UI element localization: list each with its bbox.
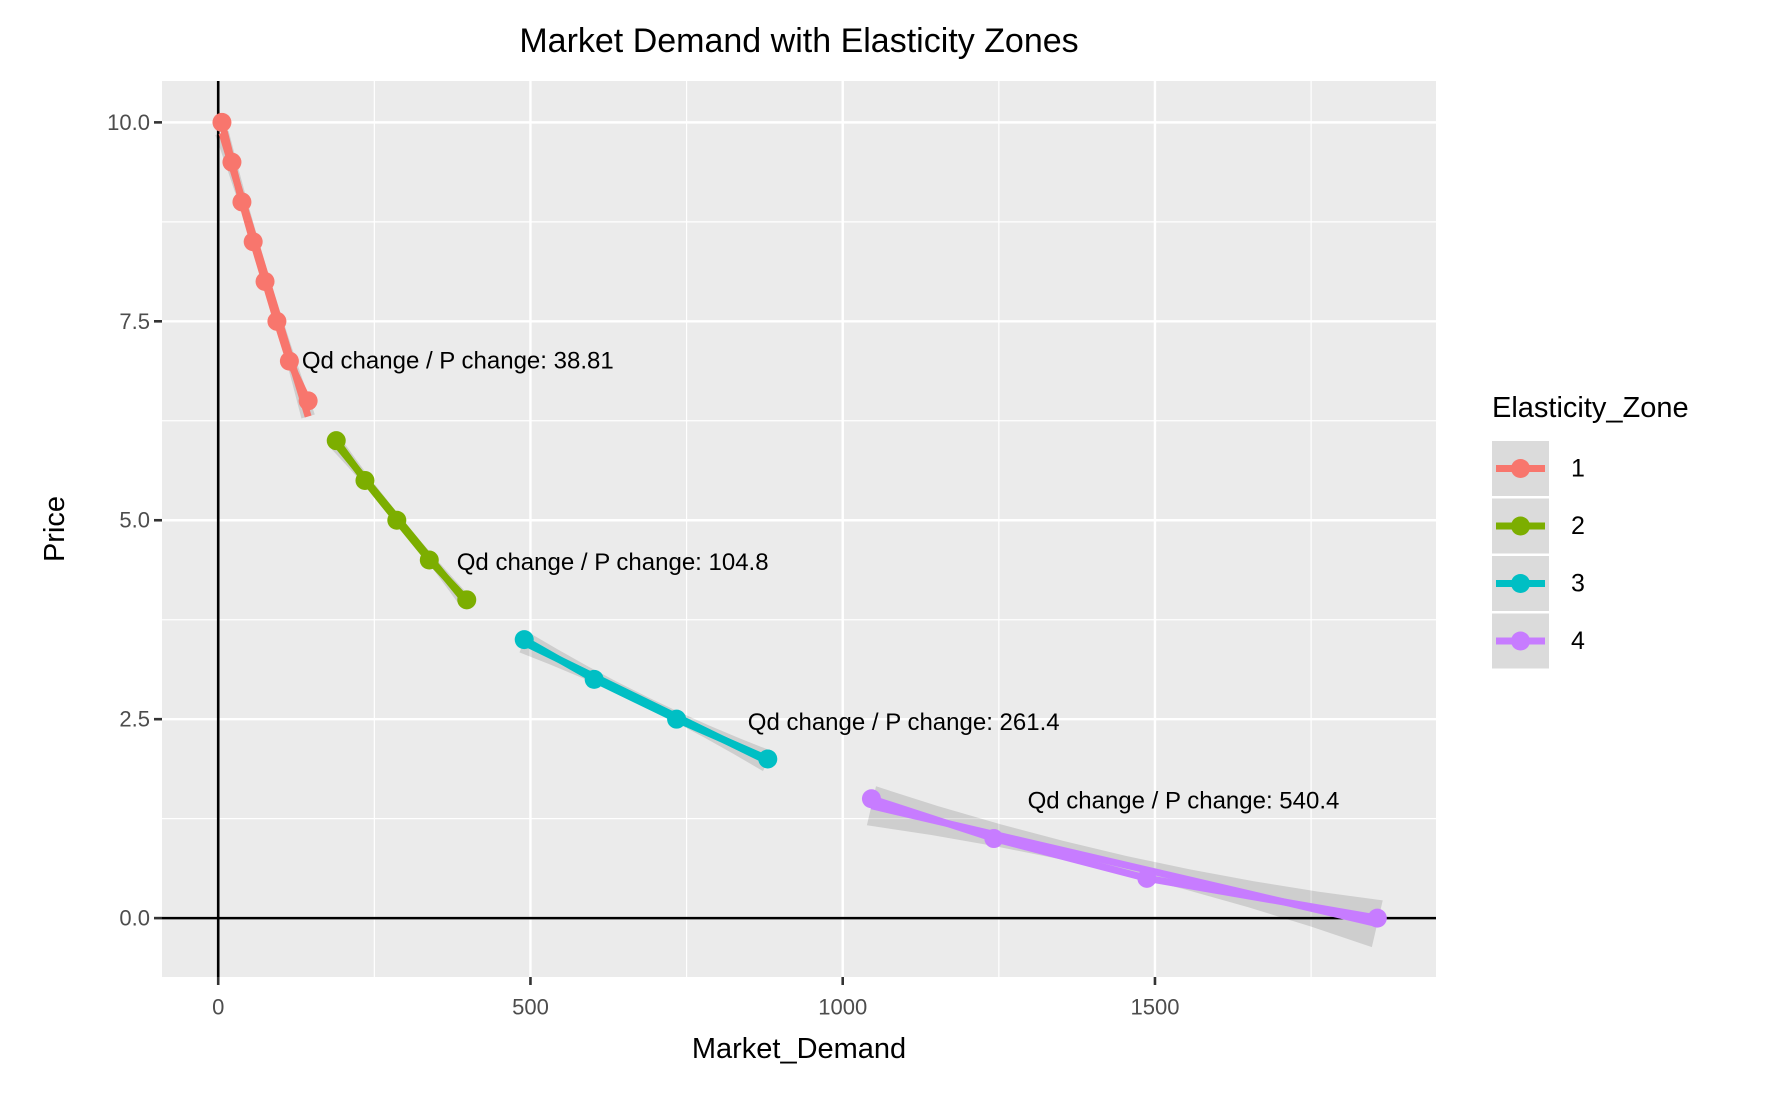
data-point-zone-1 [298,391,318,411]
x-tick-label: 500 [512,995,549,1020]
data-point-zone-2 [419,550,439,570]
data-point-zone-2 [387,510,407,530]
legend-key-point-1 [1511,459,1530,478]
data-point-zone-3 [584,669,604,689]
x-axis: 0 500 1000 1500 [212,977,1179,1020]
legend: Elasticity_Zone 1 2 3 4 [1492,392,1689,669]
legend-key-label-2: 2 [1571,512,1585,540]
legend-key-point-4 [1511,631,1530,651]
legend-title: Elasticity_Zone [1492,392,1689,424]
annotation-text-2: Qd change / P change: 104.8 [457,549,769,576]
data-point-zone-1 [222,152,242,172]
data-point-zone-2 [355,470,375,490]
data-line-zone-3 [522,636,770,763]
data-point-zone-3 [758,749,778,769]
y-tick-label: 7.5 [119,309,150,334]
legend-keys: 1 2 3 4 [1492,441,1585,669]
data-line-zone-4 [870,795,1378,922]
data-point-zone-1 [255,272,275,292]
data-point-zone-3 [514,630,534,650]
annotation-text-1: Qd change / P change: 38.81 [302,348,614,375]
data-point-zone-3 [667,709,687,729]
y-tick-label: 2.5 [119,707,150,732]
data-point-zone-1 [279,351,299,371]
data-point-zone-2 [457,590,477,610]
x-tick-label: 0 [212,995,224,1020]
legend-key-label-3: 3 [1571,570,1585,598]
y-tick-label: 10.0 [107,110,150,135]
y-axis-title: Price [39,496,71,562]
data-point-zone-2 [326,431,346,451]
x-tick-label: 1000 [818,995,867,1020]
data-point-zone-4 [1137,868,1157,888]
series-points [212,112,1387,928]
legend-key-point-3 [1511,574,1530,593]
annotation-text-4: Qd change / P change: 540.4 [1028,788,1340,815]
annotations: Qd change / P change: 38.81 Qd change / P… [302,348,1339,815]
data-point-zone-4 [861,789,881,809]
axis-zero-lines [162,81,1436,977]
legend-key-label-1: 1 [1571,455,1585,483]
data-point-zone-4 [1367,908,1387,928]
plot-title: Market Demand with Elasticity Zones [519,22,1078,60]
x-tick-label: 1500 [1130,995,1179,1020]
y-tick-label: 0.0 [119,906,150,931]
x-axis-title: Market_Demand [692,1033,906,1065]
plot-panel [162,81,1436,977]
legend-key-label-4: 4 [1571,627,1585,655]
annotation-text-3: Qd change / P change: 261.4 [748,709,1060,736]
data-point-zone-4 [984,829,1004,849]
data-point-zone-1 [212,112,232,132]
data-point-zone-1 [232,192,252,212]
gridlines-minor [162,81,1436,977]
y-tick-label: 5.0 [119,508,150,533]
data-point-zone-1 [243,232,263,252]
data-point-zone-1 [267,311,287,331]
legend-key-point-2 [1511,516,1530,536]
y-axis: 0.0 2.5 5.0 7.5 10.0 [107,110,162,931]
